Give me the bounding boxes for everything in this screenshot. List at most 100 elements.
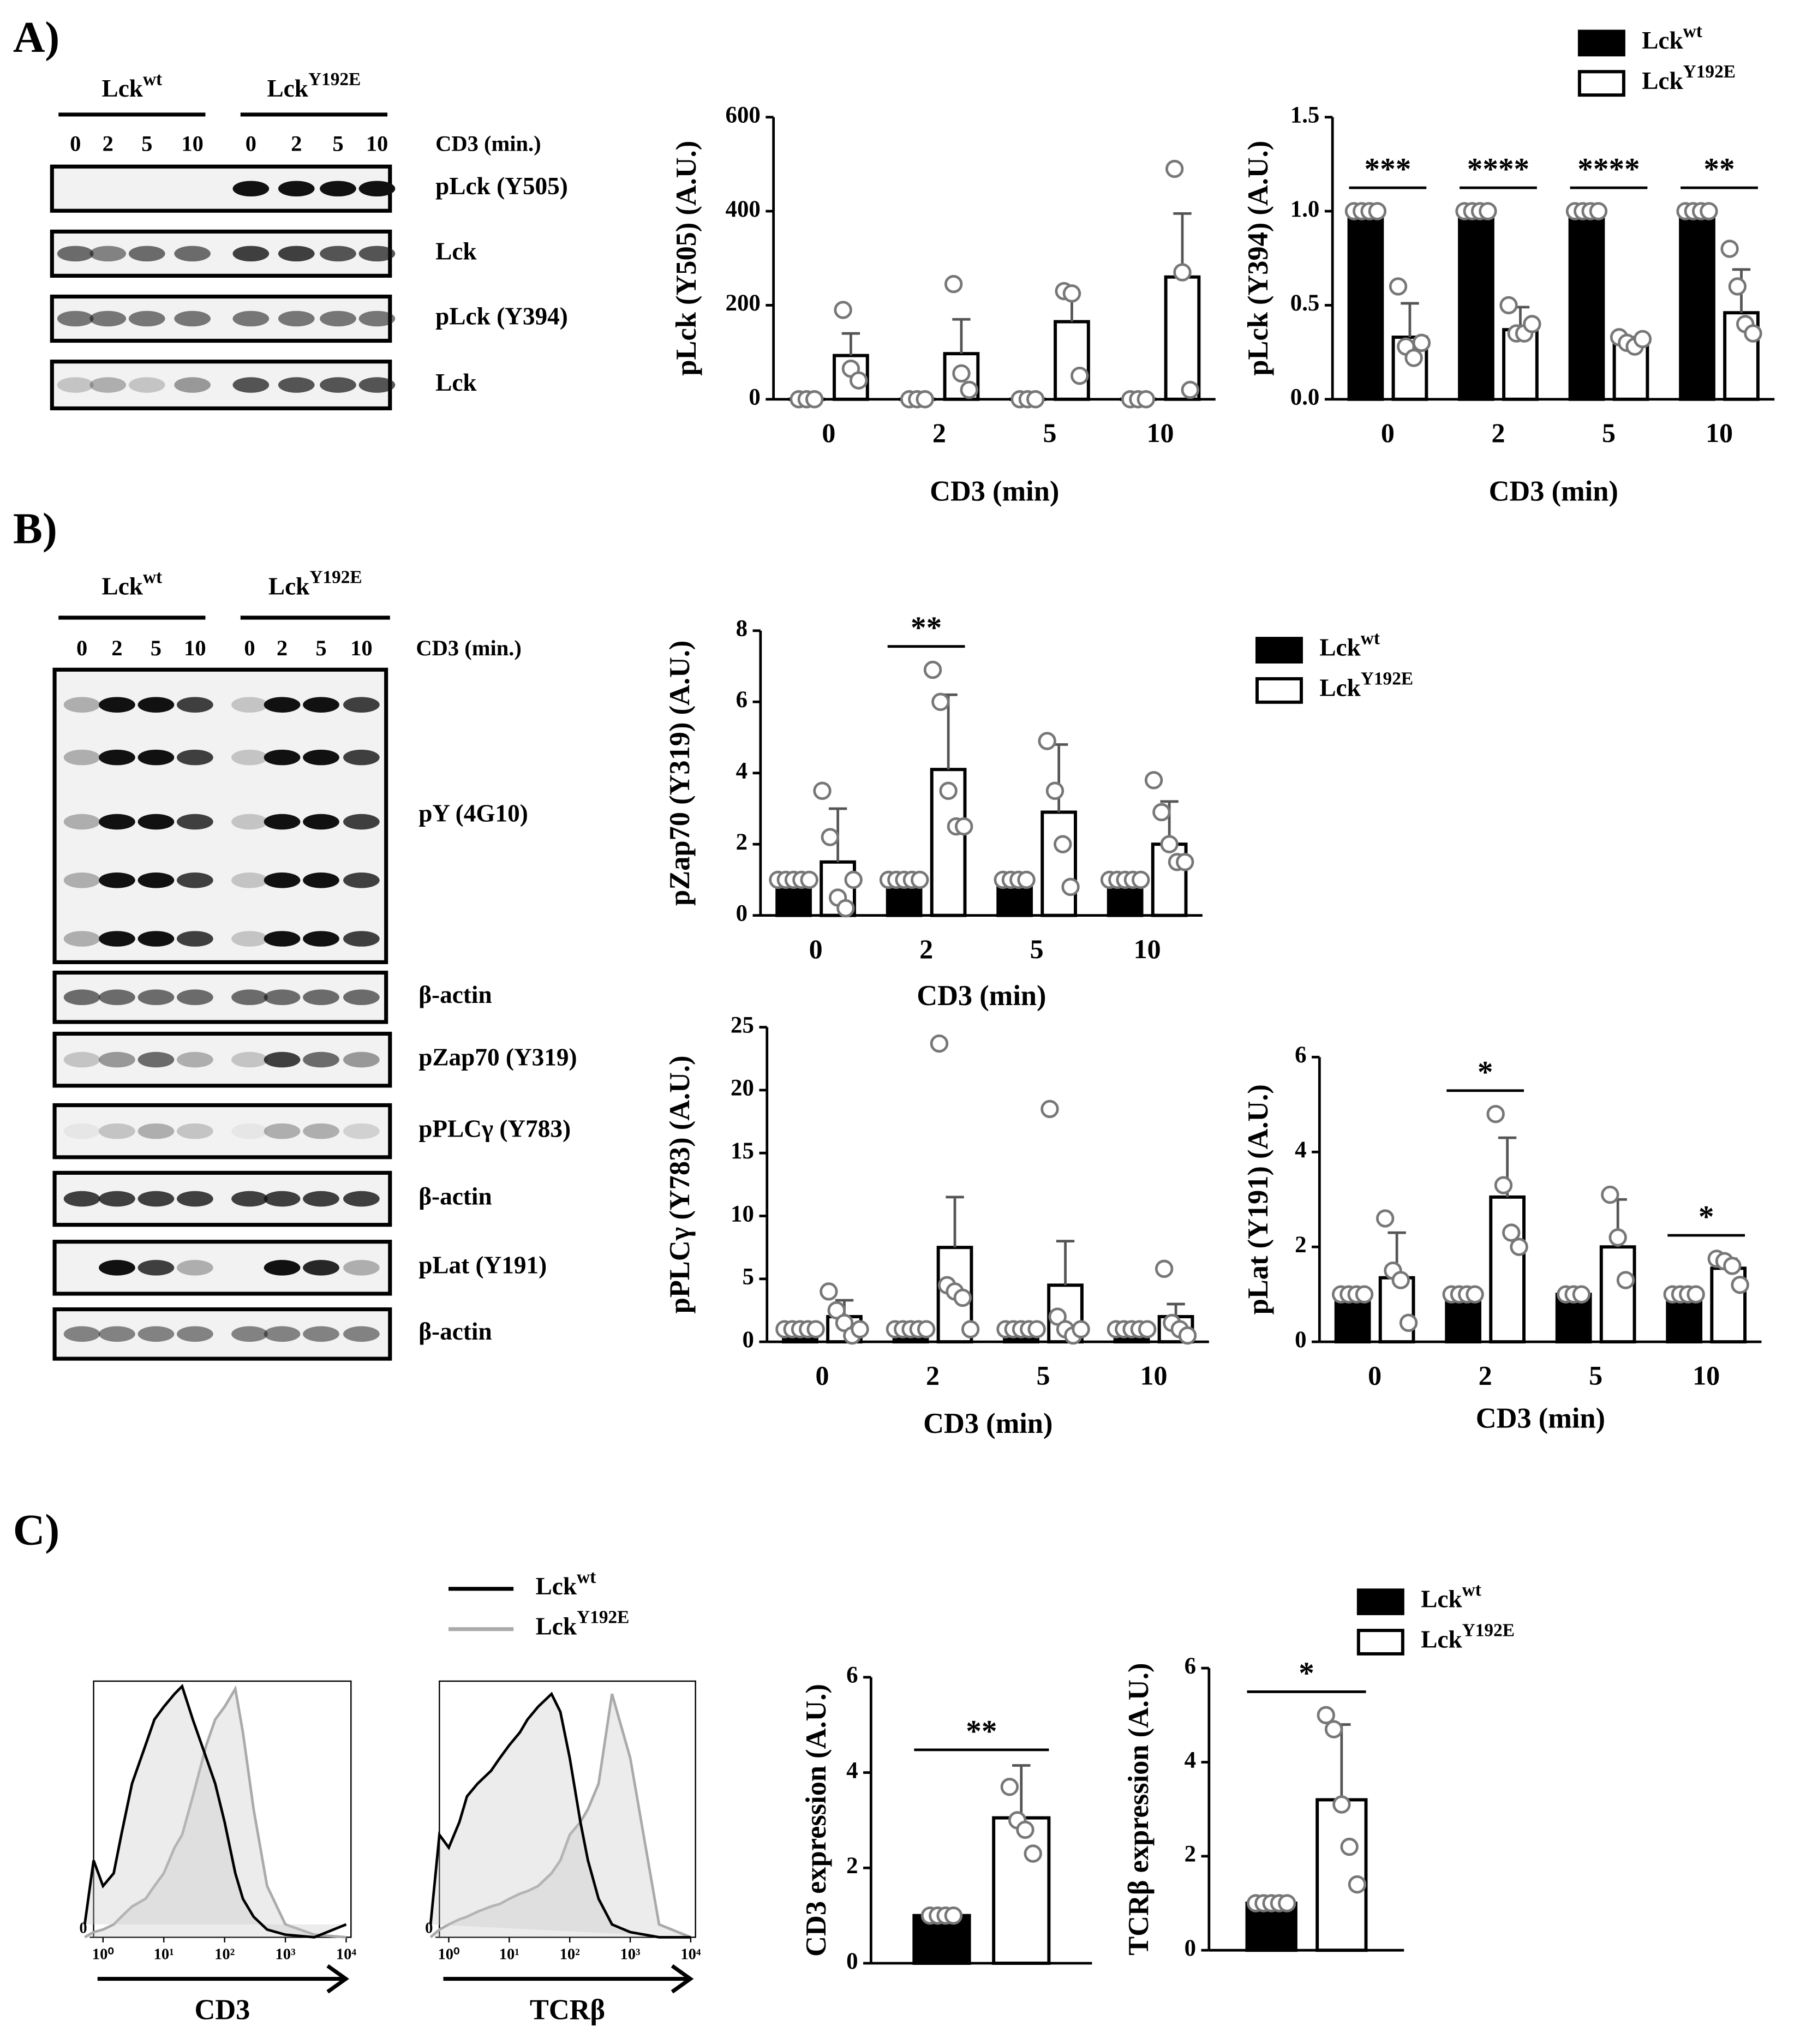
data-point xyxy=(916,390,934,409)
lanes-title: CD3 (min.) xyxy=(416,636,521,660)
lane-label: 2 xyxy=(111,636,122,660)
legend-label: Lckwt xyxy=(536,1567,596,1600)
significance-label: * xyxy=(1299,1656,1314,1690)
blot-band xyxy=(343,749,380,766)
bar xyxy=(1315,1798,1368,1952)
blot-band xyxy=(137,697,175,713)
blot-band xyxy=(174,246,211,262)
data-point xyxy=(1061,877,1080,897)
legend-swatch xyxy=(1356,1588,1404,1616)
blot-band xyxy=(303,872,339,888)
data-point xyxy=(1486,1105,1505,1123)
data-point xyxy=(1700,202,1718,220)
data-point xyxy=(1017,870,1036,889)
blot-band xyxy=(303,1260,339,1276)
blot-band xyxy=(343,931,380,947)
data-point xyxy=(953,1288,972,1307)
data-point xyxy=(1027,1320,1046,1338)
data-point xyxy=(1155,1259,1174,1278)
blot-band xyxy=(137,1051,175,1068)
blot-band xyxy=(303,989,339,1006)
blot-group-label: Lckwt xyxy=(102,567,163,600)
label-sup: wt xyxy=(1462,1580,1481,1600)
data-point xyxy=(1723,1257,1742,1275)
blot-band xyxy=(303,1123,339,1139)
data-point xyxy=(961,1320,980,1338)
data-point xyxy=(911,870,929,889)
data-point xyxy=(1000,1778,1019,1796)
data-point xyxy=(1016,1820,1034,1839)
y-tick-label: 25 xyxy=(731,1012,754,1038)
legend-label: LckY192E xyxy=(536,1607,630,1640)
blot-band xyxy=(177,989,213,1006)
y-tick-label: 8 xyxy=(736,616,748,642)
data-point xyxy=(827,1301,846,1320)
lane-label: 10 xyxy=(184,636,206,660)
x-tick-label: 0 xyxy=(1381,417,1395,448)
label-sup: wt xyxy=(577,1567,596,1587)
blot-band xyxy=(99,1051,135,1068)
data-point xyxy=(1054,835,1072,853)
blot-band xyxy=(63,931,100,947)
legend-label: LckY192E xyxy=(1421,1621,1515,1653)
y-tick-label: 4 xyxy=(736,758,748,784)
data-point xyxy=(806,1320,825,1338)
data-point xyxy=(1137,390,1155,409)
label-sup: wt xyxy=(1361,629,1380,649)
blot-band xyxy=(89,377,127,393)
blot-band xyxy=(177,1191,213,1207)
blot-band xyxy=(89,246,127,262)
x-tick-label: 5 xyxy=(1043,417,1056,448)
data-point xyxy=(1616,1271,1635,1289)
data-point xyxy=(821,828,839,846)
blot-band xyxy=(231,989,268,1006)
blot-band xyxy=(63,872,100,888)
plot-frame xyxy=(93,1680,352,1938)
lane-label: 5 xyxy=(315,636,326,660)
label-main: Lck xyxy=(1642,27,1683,54)
blot-band xyxy=(63,1051,100,1068)
y-tick-label: 0 xyxy=(1295,1327,1306,1353)
blot-band xyxy=(137,1191,175,1207)
data-point xyxy=(1731,1276,1749,1294)
x-tick-label: 10 xyxy=(1140,1360,1168,1390)
data-point xyxy=(944,1906,963,1925)
x-tick-label: 0 xyxy=(1368,1360,1382,1390)
data-point xyxy=(1324,1720,1343,1738)
data-point xyxy=(1348,1875,1367,1894)
y-axis-title: pPLCγ (Y783) (A.U.) xyxy=(664,1055,696,1313)
x-tick-label: 10⁴ xyxy=(336,1946,357,1963)
blot-band xyxy=(303,814,339,830)
blot-band xyxy=(278,377,315,393)
data-point xyxy=(1038,732,1056,750)
y-tick-label: 2 xyxy=(846,1853,858,1879)
x-tick-label: 10³ xyxy=(620,1946,640,1963)
blot-band xyxy=(343,697,380,713)
data-point xyxy=(1332,1795,1351,1814)
label-main: Lck xyxy=(536,1573,577,1600)
blot-band xyxy=(137,1260,175,1276)
x-tick-label: 2 xyxy=(1479,1360,1492,1390)
y-tick-label: 0 xyxy=(736,900,748,926)
blot-band xyxy=(343,1123,380,1139)
blot-strip xyxy=(52,667,388,964)
data-point xyxy=(1024,1844,1042,1863)
data-point xyxy=(1368,202,1387,220)
data-point xyxy=(1376,1209,1395,1228)
bar xyxy=(1599,1245,1636,1344)
blot-band xyxy=(303,1326,339,1342)
y-tick-label: 10 xyxy=(731,1201,754,1227)
y-tick-label: 600 xyxy=(726,103,761,128)
y-tick-label: 200 xyxy=(726,290,761,316)
y-tick-label: 6 xyxy=(846,1663,858,1688)
label-main: Lck xyxy=(1319,674,1361,702)
axis-arrowhead xyxy=(671,1964,694,1994)
y-tick-label: 1.5 xyxy=(1290,103,1320,128)
blot-band xyxy=(99,931,135,947)
blot-group-label: LckY192E xyxy=(268,567,362,600)
data-point xyxy=(952,364,971,383)
blot-band xyxy=(358,310,396,327)
blot-band xyxy=(137,989,175,1006)
blot-band xyxy=(264,1051,301,1068)
bar xyxy=(1458,210,1494,401)
